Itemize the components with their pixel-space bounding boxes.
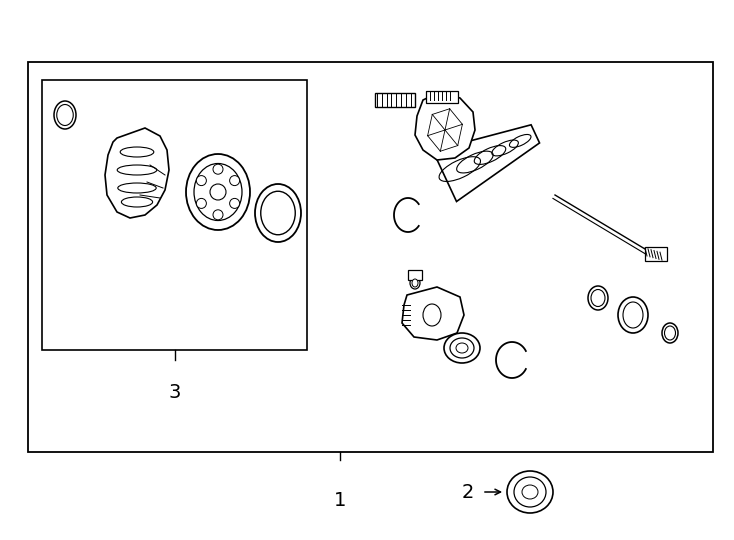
Circle shape bbox=[210, 184, 226, 200]
Circle shape bbox=[213, 164, 223, 174]
Polygon shape bbox=[375, 93, 415, 107]
Text: 2: 2 bbox=[462, 483, 474, 502]
Bar bbox=[645, 247, 667, 261]
Circle shape bbox=[230, 176, 239, 186]
Ellipse shape bbox=[261, 191, 295, 235]
Polygon shape bbox=[415, 92, 475, 160]
Bar bbox=[408, 270, 422, 280]
Ellipse shape bbox=[57, 105, 73, 125]
Ellipse shape bbox=[588, 286, 608, 310]
Ellipse shape bbox=[186, 154, 250, 230]
Text: 1: 1 bbox=[334, 490, 346, 510]
Bar bbox=[426, 91, 458, 103]
Ellipse shape bbox=[591, 289, 605, 307]
Ellipse shape bbox=[618, 297, 648, 333]
Ellipse shape bbox=[450, 338, 474, 358]
Ellipse shape bbox=[514, 477, 546, 507]
Text: 3: 3 bbox=[169, 383, 181, 402]
Polygon shape bbox=[433, 125, 539, 201]
Ellipse shape bbox=[522, 485, 538, 499]
Bar bbox=[42, 80, 307, 350]
Ellipse shape bbox=[444, 333, 480, 363]
Ellipse shape bbox=[423, 304, 441, 326]
Polygon shape bbox=[105, 128, 169, 218]
Circle shape bbox=[213, 210, 223, 220]
Ellipse shape bbox=[507, 471, 553, 513]
Circle shape bbox=[197, 198, 206, 208]
Ellipse shape bbox=[662, 323, 678, 343]
Ellipse shape bbox=[623, 302, 643, 328]
Ellipse shape bbox=[412, 279, 418, 287]
Ellipse shape bbox=[664, 326, 675, 340]
Ellipse shape bbox=[456, 343, 468, 353]
Ellipse shape bbox=[410, 277, 420, 289]
Ellipse shape bbox=[255, 184, 301, 242]
Bar bbox=[28, 62, 713, 452]
Circle shape bbox=[230, 198, 239, 208]
Ellipse shape bbox=[54, 101, 76, 129]
Ellipse shape bbox=[194, 164, 242, 220]
Circle shape bbox=[197, 176, 206, 186]
Polygon shape bbox=[402, 287, 464, 340]
